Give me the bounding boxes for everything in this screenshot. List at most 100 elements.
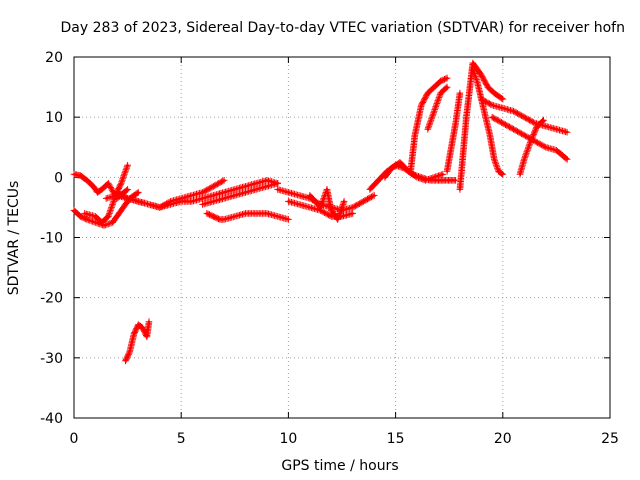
data-point — [127, 188, 129, 190]
series-arc-14 — [424, 83, 451, 133]
data-point — [120, 182, 122, 184]
data-point — [555, 128, 558, 130]
x-axis-label: GPS time / hours — [281, 458, 398, 474]
data-point — [491, 116, 493, 118]
data-point — [277, 188, 279, 190]
data-point — [352, 212, 354, 215]
data-point — [446, 170, 448, 172]
data-point — [414, 134, 416, 136]
y-tick-label: 20 — [45, 50, 63, 66]
data-point — [512, 128, 515, 130]
series-arc-6 — [199, 180, 281, 208]
data-point — [566, 131, 568, 133]
data-point — [133, 333, 135, 335]
data-point — [148, 321, 150, 323]
chart-title: Day 283 of 2023, Sidereal Day-to-day VTE… — [61, 20, 625, 36]
data-point — [440, 80, 442, 82]
data-point — [223, 197, 225, 199]
data-point — [116, 215, 118, 218]
data-point — [545, 146, 547, 148]
data-point — [493, 92, 495, 94]
data-point — [111, 221, 114, 224]
data-point — [169, 200, 172, 202]
data-point — [512, 110, 515, 112]
data-point — [489, 134, 491, 136]
data-point — [137, 324, 139, 326]
data-point — [309, 206, 311, 209]
data-point — [124, 360, 127, 362]
series-markers — [70, 189, 142, 229]
grid — [74, 57, 610, 418]
y-tick-label: 0 — [54, 170, 63, 186]
x-axis: 0 5 10 15 20 25 — [70, 57, 619, 447]
data-point — [502, 122, 504, 124]
data-point — [101, 221, 103, 224]
data-point — [410, 170, 412, 172]
data-point — [287, 191, 289, 193]
data-point — [485, 116, 487, 118]
data-point — [84, 212, 86, 215]
y-axis: -40 -30 -20 -10 0 10 20 — [40, 50, 610, 427]
series-arc-13 — [407, 74, 451, 175]
data-point — [480, 74, 482, 76]
data-point — [545, 125, 547, 127]
data-point — [542, 119, 545, 121]
series-arc-3 — [81, 162, 131, 226]
data-point — [384, 176, 386, 178]
data-point — [476, 68, 478, 70]
y-tick-label: 10 — [45, 110, 63, 126]
data-point — [255, 212, 257, 215]
data-point — [287, 218, 289, 221]
data-point — [480, 98, 482, 100]
series-arc-15 — [443, 89, 464, 175]
series-arc-7 — [203, 210, 292, 223]
series-arc-20 — [516, 116, 547, 178]
data-point — [244, 185, 247, 187]
data-point — [116, 191, 118, 193]
y-axis-label: SDTVAR / TECUs — [6, 181, 22, 296]
data-point — [390, 167, 392, 169]
y-tick-label: -30 — [40, 351, 63, 367]
data-point — [309, 194, 311, 196]
data-point — [446, 77, 448, 79]
series-arc-17 — [469, 65, 507, 178]
data-point — [277, 182, 279, 184]
data-point — [79, 215, 82, 218]
data-point — [555, 149, 558, 151]
data-point — [212, 200, 214, 202]
data-point — [202, 191, 204, 193]
data-point — [502, 107, 504, 109]
series-arc-2 — [70, 189, 142, 229]
data-point — [399, 161, 401, 163]
series-markers — [122, 318, 153, 365]
data-point — [212, 215, 214, 218]
data-point — [373, 194, 375, 196]
data-point — [566, 158, 568, 160]
data-point — [129, 351, 131, 353]
data-point — [101, 188, 103, 190]
data-point — [377, 179, 380, 181]
x-tick-label: 20 — [494, 431, 512, 447]
series-markers — [443, 89, 464, 175]
data-point — [86, 218, 88, 221]
data-point — [202, 203, 204, 206]
data-point — [523, 134, 525, 136]
series-arc-18 — [478, 95, 571, 136]
data-point — [420, 104, 422, 106]
data-point — [212, 185, 214, 187]
data-point — [450, 146, 452, 148]
series-markers — [203, 210, 292, 223]
data-point — [180, 197, 182, 199]
data-point — [148, 203, 150, 206]
data-point — [105, 197, 107, 199]
data-point — [425, 179, 427, 181]
data-point — [491, 104, 493, 106]
data-point — [234, 188, 236, 190]
data-point — [79, 174, 82, 177]
data-point — [455, 179, 457, 181]
data-point — [433, 110, 435, 112]
x-tick-label: 10 — [279, 431, 297, 447]
data-point — [234, 194, 236, 196]
data-point — [137, 191, 139, 193]
